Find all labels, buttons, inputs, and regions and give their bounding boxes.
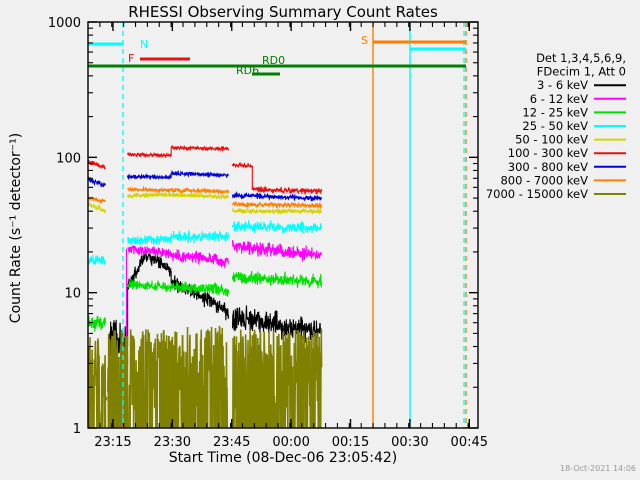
y-tick-label: 1 [73, 422, 81, 437]
series-trace [88, 191, 323, 215]
legend-entry-label: 7000 - 15000 keV [486, 187, 588, 201]
x-tick-label: 23:45 [213, 435, 250, 450]
series-trace [88, 144, 323, 195]
x-axis-label: Start Time (08-Dec-06 23:05:42) [169, 450, 397, 466]
legend-entry-label: 12 - 25 keV [522, 105, 588, 119]
legend-entry-label: 50 - 100 keV [515, 133, 588, 147]
series-trace [88, 270, 323, 332]
series-trace [88, 325, 323, 428]
annotation-label-S: S [361, 34, 368, 47]
y-tick-label: 10 [64, 287, 81, 302]
x-tick-label: 00:00 [272, 435, 309, 450]
legend-header-line-1: Det 1,3,4,5,6,9, [536, 51, 626, 65]
x-tick-label: 23:15 [94, 435, 131, 450]
legend-entry-label: 800 - 7000 keV [500, 173, 588, 187]
legend-entry-label: 3 - 6 keV [537, 78, 588, 92]
annotation-label-F: F [128, 52, 134, 65]
x-tick-label: 00:45 [451, 435, 488, 450]
series-layer [88, 144, 323, 428]
legend-header-line-2: FDecim 1, Att 0 [537, 65, 626, 79]
y-tick-label: 100 [56, 151, 81, 166]
x-tick-label: 00:15 [332, 435, 369, 450]
axes-layer: 1 10 100 1000 23:15 23:30 23:45 00:00 00:15 00:30… [48, 16, 488, 450]
legend-entry-label: 25 - 50 keV [522, 119, 588, 133]
series-trace [88, 220, 323, 265]
x-tick-label: 23:30 [154, 435, 191, 450]
annotation-label-RD6: RD6 [236, 64, 259, 77]
y-tick-label: 1000 [48, 16, 81, 31]
y-axis-label: Count Rate (s⁻¹ detector⁻¹) [8, 133, 24, 323]
legend-entry-label: 6 - 12 keV [530, 92, 588, 106]
series-trace [88, 185, 323, 210]
page-title: RHESSI Observing Summary Count Rates [128, 3, 438, 21]
legend-entry-label: 300 - 800 keV [508, 160, 588, 174]
legend: Det 1,3,4,5,6,9,FDecim 1, Att 03 - 6 keV… [486, 51, 626, 201]
x-tick-label: 00:30 [391, 435, 428, 450]
legend-entry-label: 100 - 300 keV [508, 146, 588, 160]
render-timestamp: 18-Oct-2021 14:06 [560, 464, 636, 473]
annotation-label-RD0: RD0 [262, 54, 285, 67]
annotation-label-N: N [140, 38, 148, 51]
